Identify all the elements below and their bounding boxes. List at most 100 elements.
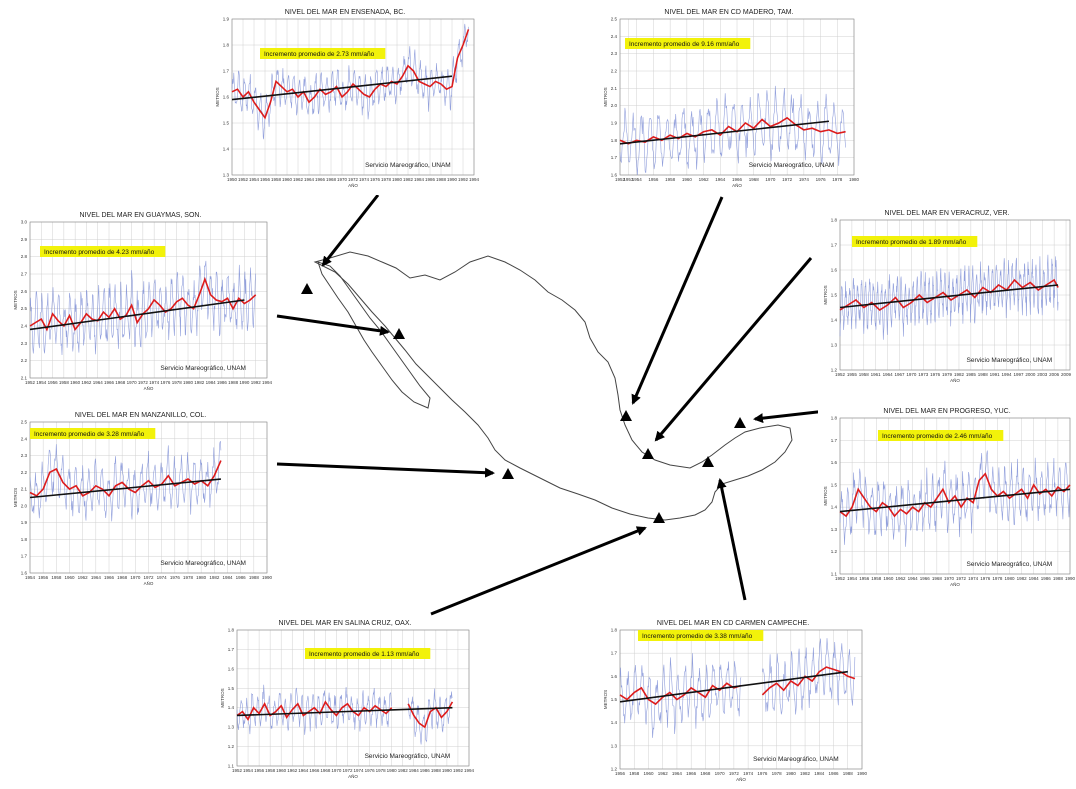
x-tick-label: 1990 [1065,576,1076,581]
station-marker-progreso [734,417,746,428]
x-tick-label: 1994 [469,177,480,182]
x-tick-label: 1992 [251,380,262,385]
y-tick-label: 1.2 [228,744,235,749]
x-tick-label: 1982 [800,771,811,776]
x-tick-label: 1978 [381,177,392,182]
y-tick-label: 3.0 [21,220,28,225]
x-tick-label: 1962 [658,771,669,776]
observed-series-line [839,254,1059,340]
x-tick-label: 1990 [857,771,868,776]
y-tick-label: 1.3 [223,173,230,178]
observed-series-line [236,684,392,735]
observed-series-line [29,260,256,356]
y-tick-label: 2.5 [21,420,28,425]
x-tick-label: 1974 [799,177,810,182]
x-tick-label: 1974 [968,576,979,581]
y-tick-label: 2.7 [21,272,28,277]
y-tick-label: 1.7 [611,155,618,160]
x-tick-label: 1964 [908,576,919,581]
y-tick-label: 2.2 [611,69,618,74]
observed-series-line [29,441,222,522]
y-tick-label: 1.6 [831,460,838,465]
x-tick-label: 1962 [287,768,298,773]
x-tick-label: 1966 [920,576,931,581]
y-tick-label: 1.3 [611,743,618,748]
trend-badge [638,630,764,641]
x-tick-label: 2000 [1025,372,1036,377]
charts-layer: NIVEL DEL MAR EN ENSENADA, BC. 1.3 1.4 1.5 1… [8,5,1076,789]
x-axis-label: AÑO [144,580,154,586]
x-tick-label: 1955 [847,372,858,377]
x-tick-label: 1966 [104,575,115,580]
x-tick-label: 1964 [672,771,683,776]
chart-panel-guaymas: NIVEL DEL MAR EN GUAYMAS, SON. 2.1 2.2 2.3 2… [8,208,273,398]
x-tick-label: 1982 [954,372,965,377]
y-tick-label: 1.8 [223,43,230,48]
x-tick-label: 1966 [732,177,743,182]
station-marker-veracruz [642,448,654,459]
source-credit: Servicio Mareográfico, UNAM [365,162,451,169]
y-tick-label: 2.4 [21,324,28,329]
smoothed-series-line [236,700,393,721]
y-tick-label: 1.7 [228,647,235,652]
x-tick-label: 1974 [359,177,370,182]
x-tick-label: 1966 [686,771,697,776]
arrow-salinacruz [430,526,647,616]
y-tick-label: 1.7 [21,554,28,559]
x-axis-label: AÑO [736,776,746,782]
x-tick-label: 1986 [217,380,228,385]
x-tick-label: 1982 [398,768,409,773]
y-axis-label: METROS [220,688,225,707]
x-tick-label: 1994 [262,380,273,385]
trend-line [236,706,453,717]
x-tick-label: 1978 [376,768,387,773]
x-tick-label: 1972 [782,177,793,182]
trend-badge [625,38,751,49]
x-tick-label: 1960 [70,380,81,385]
arrow-cdcarmen [716,478,747,601]
x-tick-label: 1958 [265,768,276,773]
x-tick-label: 1956 [38,575,49,580]
y-tick-label: 2.1 [21,376,28,381]
x-tick-label: 1960 [64,575,75,580]
x-tick-label: 1954 [632,177,643,182]
chart-title: NIVEL DEL MAR EN SALINA CRUZ, OAX. [279,620,412,627]
x-tick-label: 1962 [81,380,92,385]
station-marker-ensenada [301,283,313,294]
y-tick-label: 1.1 [228,764,235,769]
x-tick-label: 1950 [227,177,238,182]
x-tick-label: 1997 [1013,372,1024,377]
source-credit: Servicio Mareográfico, UNAM [753,756,839,763]
y-tick-label: 2.8 [21,254,28,259]
trend-badge-text: Incremento promedio de 9.16 mm/año [629,41,740,48]
x-tick-label: 1958 [859,372,870,377]
y-tick-label: 1.8 [831,218,838,223]
y-tick-label: 2.6 [21,289,28,294]
observed-series-line [407,688,453,745]
trend-line [29,478,221,499]
x-tick-label: 1978 [172,380,183,385]
x-tick-label: 1952 [615,177,626,182]
chart-title: NIVEL DEL MAR EN GUAYMAS, SON. [80,212,202,219]
y-tick-label: 1.2 [831,368,838,373]
chart-panel-manzanillo: NIVEL DEL MAR EN MANZANILLO, COL. 1.6 1.7 1… [8,408,273,593]
source-credit: Servicio Mareográfico, UNAM [749,162,835,169]
x-tick-label: 1986 [420,768,431,773]
x-tick-label: 1992 [453,768,464,773]
x-tick-label: 1980 [196,575,207,580]
station-marker-manzanillo [502,468,514,479]
x-tick-label: 1956 [648,177,659,182]
x-tick-label: 1980 [392,177,403,182]
x-tick-label: 1988 [436,177,447,182]
y-tick-label: 1.8 [831,416,838,421]
y-tick-label: 1.7 [831,243,838,248]
trend-badge-text: Incremento promedio de 2.46 mm/año [882,433,993,440]
y-tick-label: 1.5 [831,293,838,298]
y-tick-label: 1.5 [223,121,230,126]
y-tick-label: 2.9 [21,237,28,242]
chart-title: NIVEL DEL MAR EN MANZANILLO, COL. [75,412,206,419]
plot-frame [29,221,268,379]
x-tick-label: 1979 [942,372,953,377]
y-tick-label: 1.8 [611,138,618,143]
